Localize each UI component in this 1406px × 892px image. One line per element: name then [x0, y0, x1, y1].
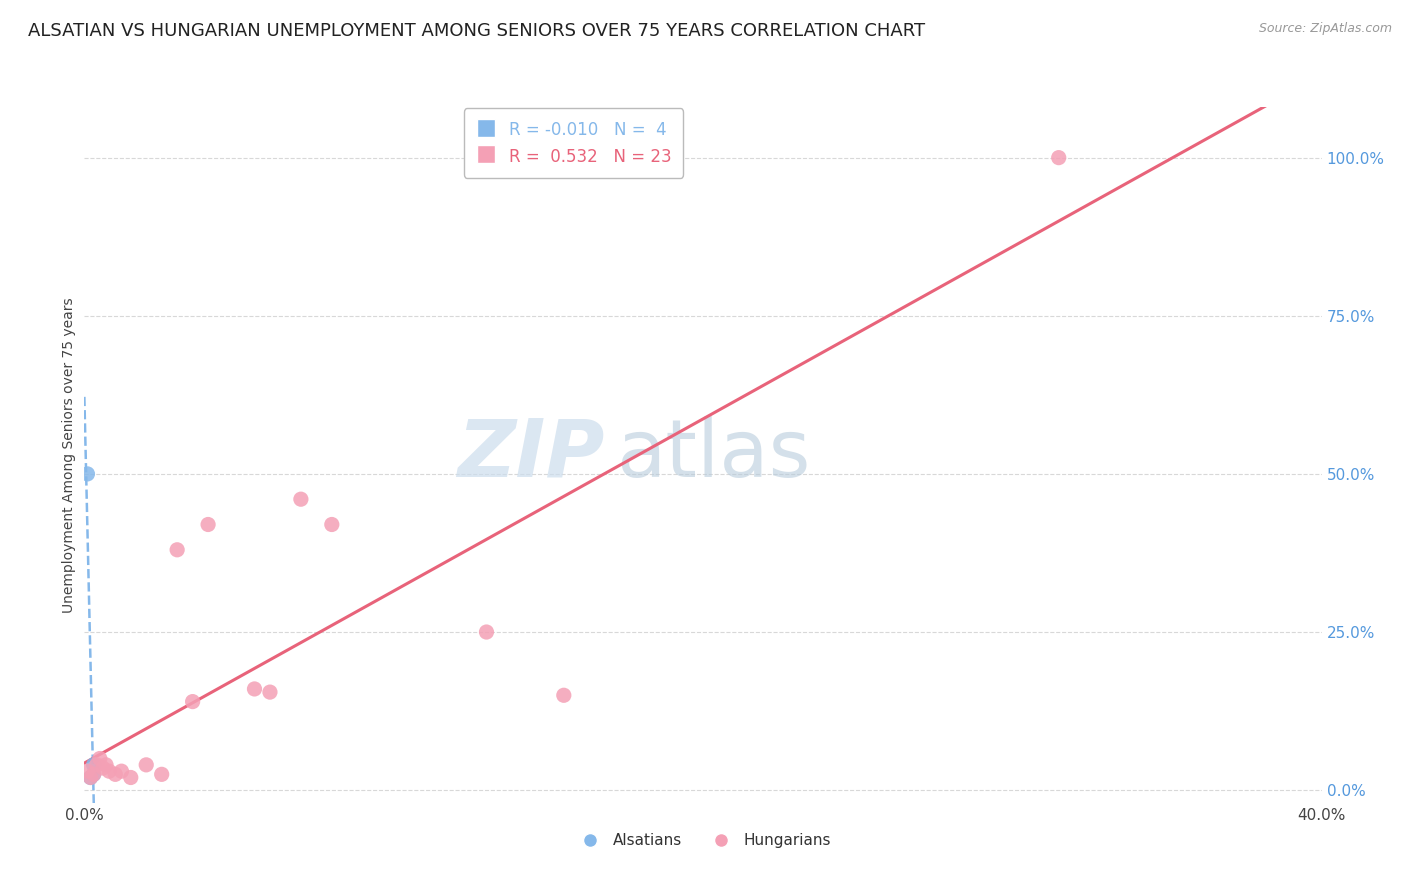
Point: [197, 517, 219, 532]
Point: [104, 767, 127, 781]
Point: [290, 492, 312, 507]
Point: [83, 767, 105, 781]
Point: [120, 771, 142, 785]
Point: [321, 517, 343, 532]
Point: [86, 757, 108, 772]
Point: [79, 771, 101, 785]
Point: [166, 542, 188, 557]
Point: [83, 757, 105, 772]
Point: [79, 771, 101, 785]
Y-axis label: Unemployment Among Seniors over 75 years: Unemployment Among Seniors over 75 years: [62, 297, 76, 613]
Text: Source: ZipAtlas.com: Source: ZipAtlas.com: [1258, 22, 1392, 36]
Point: [259, 685, 281, 699]
Point: [475, 625, 498, 640]
Point: [76, 764, 98, 779]
Point: [94, 757, 117, 772]
Legend: Alsatians, Hungarians: Alsatians, Hungarians: [569, 827, 837, 855]
Point: [181, 695, 204, 709]
Point: [110, 764, 132, 779]
Point: [1047, 151, 1070, 165]
Point: [89, 751, 111, 765]
Point: [243, 681, 266, 696]
Text: ZIP: ZIP: [457, 416, 605, 494]
Text: atlas: atlas: [616, 416, 811, 494]
Point: [83, 767, 105, 781]
Point: [76, 467, 98, 481]
Point: [553, 688, 575, 702]
Point: [91, 761, 114, 775]
Point: [150, 767, 173, 781]
Point: [98, 764, 121, 779]
Text: ALSATIAN VS HUNGARIAN UNEMPLOYMENT AMONG SENIORS OVER 75 YEARS CORRELATION CHART: ALSATIAN VS HUNGARIAN UNEMPLOYMENT AMONG…: [28, 22, 925, 40]
Point: [135, 757, 157, 772]
